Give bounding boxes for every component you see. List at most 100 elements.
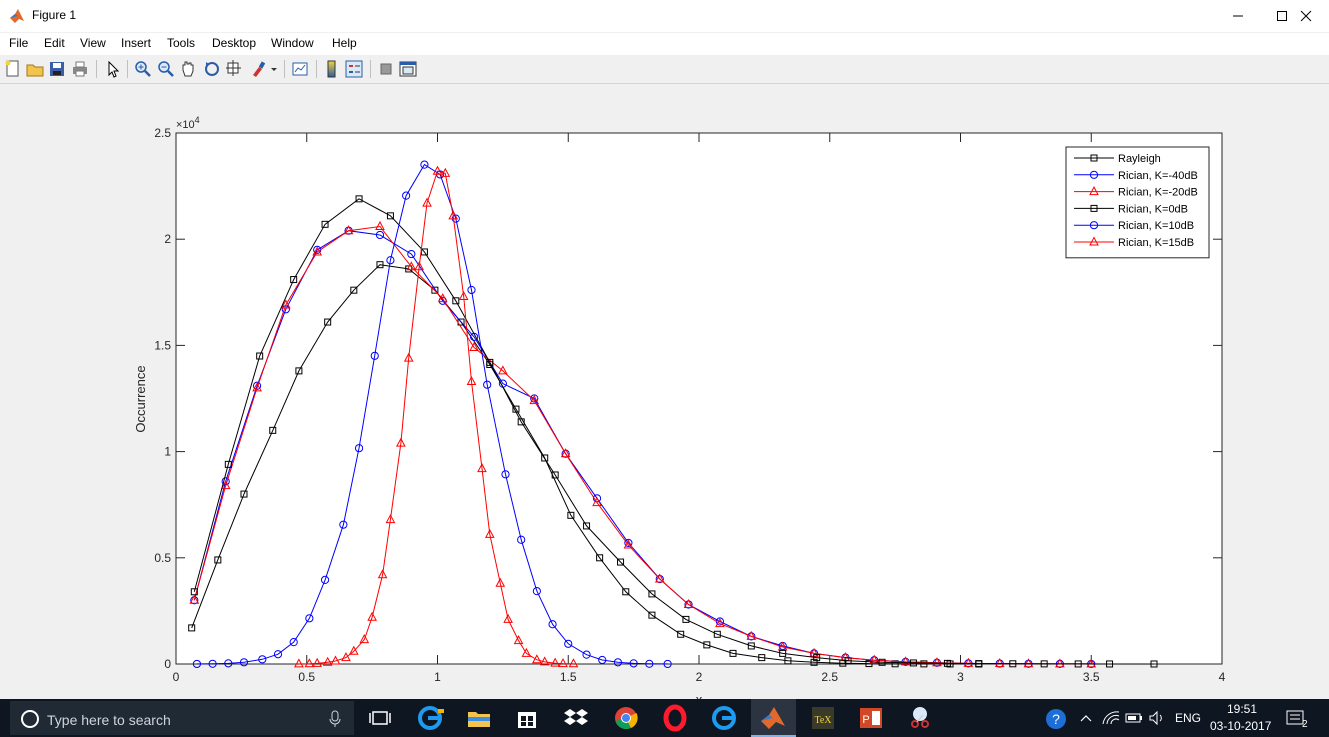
- data-point[interactable]: [920, 660, 928, 668]
- data-point[interactable]: [1074, 660, 1082, 668]
- data-point[interactable]: [252, 382, 262, 392]
- data-point[interactable]: [1089, 170, 1099, 179]
- data-point[interactable]: [598, 655, 607, 665]
- data-point[interactable]: [1150, 660, 1158, 668]
- data-point[interactable]: [321, 220, 329, 228]
- zoom-in-icon[interactable]: [133, 59, 153, 79]
- data-point[interactable]: [239, 658, 249, 667]
- data-point[interactable]: [869, 654, 880, 664]
- data-point[interactable]: [498, 365, 508, 375]
- data-point[interactable]: [294, 658, 304, 668]
- data-point[interactable]: [339, 520, 348, 529]
- data-point[interactable]: [677, 630, 685, 638]
- data-point[interactable]: [517, 418, 525, 426]
- data-point[interactable]: [746, 630, 757, 640]
- data-point[interactable]: [354, 444, 364, 453]
- chevron-up-icon[interactable]: [1079, 711, 1093, 725]
- data-point[interactable]: [568, 658, 579, 668]
- data-point[interactable]: [343, 225, 354, 235]
- data-point[interactable]: [622, 588, 630, 596]
- data-point[interactable]: [963, 657, 974, 667]
- series-line[interactable]: [193, 198, 1154, 665]
- data-point[interactable]: [583, 522, 591, 530]
- data-point[interactable]: [663, 659, 672, 669]
- data-point[interactable]: [784, 657, 792, 665]
- data-point[interactable]: [648, 611, 656, 619]
- data-point[interactable]: [529, 395, 540, 405]
- taskbar-search-box[interactable]: Type here to search: [10, 701, 354, 735]
- data-point[interactable]: [190, 588, 198, 596]
- data-point[interactable]: [1009, 660, 1017, 668]
- print-icon[interactable]: [70, 59, 90, 79]
- data-point[interactable]: [1106, 660, 1114, 668]
- data-point[interactable]: [355, 195, 363, 203]
- data-point[interactable]: [1089, 236, 1099, 246]
- data-point[interactable]: [432, 165, 443, 175]
- data-point[interactable]: [564, 639, 573, 648]
- legend-icon[interactable]: [344, 59, 364, 79]
- data-point[interactable]: [648, 590, 656, 598]
- data-point[interactable]: [258, 655, 267, 664]
- data-point[interactable]: [466, 375, 477, 386]
- menu-insert[interactable]: Insert: [121, 36, 152, 50]
- colorbar-icon[interactable]: [322, 59, 342, 79]
- data-point[interactable]: [330, 655, 341, 665]
- data-point[interactable]: [312, 657, 323, 667]
- edge-browser-icon[interactable]: [709, 703, 739, 733]
- data-point[interactable]: [1040, 660, 1048, 668]
- data-point[interactable]: [348, 645, 359, 655]
- clock-time[interactable]: 19:51: [1227, 702, 1258, 716]
- hide-plot-tools-icon[interactable]: [376, 59, 396, 79]
- tex-icon[interactable]: TeX: [808, 703, 838, 733]
- data-point[interactable]: [532, 654, 542, 664]
- data-point[interactable]: [407, 249, 416, 259]
- clock-date[interactable]: 03-10-2017: [1210, 719, 1272, 733]
- data-point[interactable]: [452, 297, 460, 305]
- data-point[interactable]: [322, 656, 333, 666]
- data-point[interactable]: [402, 191, 411, 200]
- data-point[interactable]: [1089, 186, 1099, 196]
- series-line[interactable]: [298, 170, 574, 665]
- data-point[interactable]: [617, 558, 625, 566]
- brush-dropdown-icon[interactable]: [269, 59, 279, 79]
- data-point[interactable]: [370, 351, 379, 360]
- data-point[interactable]: [878, 658, 886, 666]
- menu-view[interactable]: View: [80, 36, 106, 50]
- data-point[interactable]: [295, 367, 303, 375]
- data-point[interactable]: [269, 426, 277, 434]
- minimize-button[interactable]: [1215, 0, 1261, 32]
- data-point[interactable]: [406, 261, 417, 271]
- data-point[interactable]: [208, 659, 217, 668]
- data-point[interactable]: [582, 650, 591, 659]
- data-point[interactable]: [320, 575, 330, 584]
- data-point[interactable]: [403, 352, 414, 362]
- series-line[interactable]: [191, 264, 979, 665]
- data-point[interactable]: [189, 594, 200, 604]
- data-point[interactable]: [532, 587, 541, 596]
- data-point[interactable]: [414, 261, 425, 271]
- zoom-out-icon[interactable]: [156, 59, 176, 79]
- data-point[interactable]: [613, 658, 623, 667]
- data-point[interactable]: [289, 638, 298, 647]
- powerpoint-icon[interactable]: P: [856, 703, 886, 733]
- data-point[interactable]: [501, 470, 510, 479]
- data-point[interactable]: [548, 620, 557, 629]
- language-indicator[interactable]: ENG: [1175, 711, 1202, 725]
- data-point[interactable]: [375, 230, 385, 240]
- data-point[interactable]: [220, 480, 231, 490]
- file-explorer-icon[interactable]: [464, 703, 494, 733]
- menu-tools[interactable]: Tools: [167, 36, 196, 50]
- maximize-button[interactable]: [1259, 0, 1305, 32]
- data-point[interactable]: [1090, 204, 1098, 212]
- data-point[interactable]: [359, 634, 370, 644]
- data-point[interactable]: [305, 614, 314, 623]
- data-point[interactable]: [994, 658, 1005, 668]
- data-point[interactable]: [192, 659, 202, 669]
- data-point[interactable]: [1055, 658, 1065, 668]
- data-point[interactable]: [422, 197, 432, 207]
- data-point[interactable]: [214, 556, 222, 564]
- data-point[interactable]: [747, 642, 755, 650]
- legend-box[interactable]: Rayleigh Rician, K=-40dB Rician, K=-20dB Ri…: [1065, 146, 1210, 259]
- brush-icon[interactable]: [249, 59, 269, 79]
- series-line[interactable]: [193, 225, 1092, 665]
